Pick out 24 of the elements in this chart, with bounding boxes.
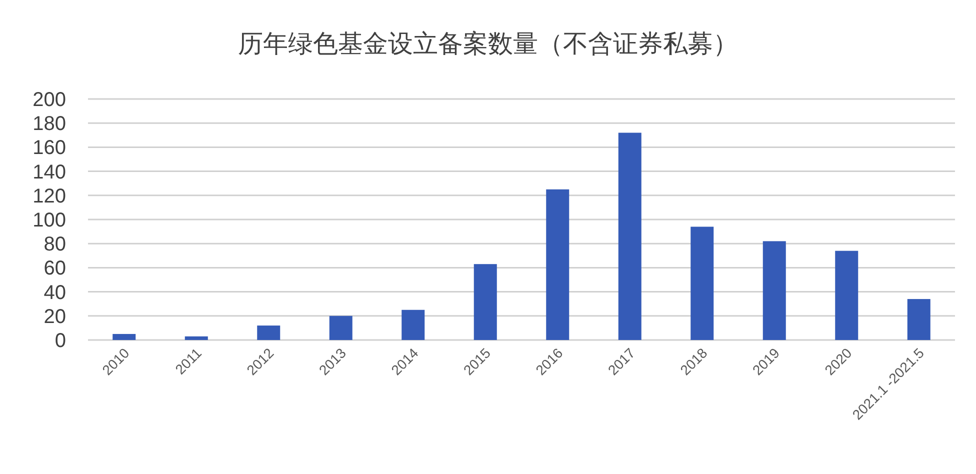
bar — [257, 326, 280, 340]
bar — [329, 316, 352, 340]
bar — [618, 132, 642, 340]
y-tick-label: 120 — [32, 185, 66, 208]
y-tick-label: 40 — [44, 282, 66, 304]
y-tick-label: 200 — [32, 89, 66, 111]
bar — [112, 334, 136, 340]
y-tick-label: 180 — [32, 113, 66, 136]
y-tick-label: 80 — [44, 234, 66, 256]
bar — [474, 264, 497, 340]
y-tick-label: 0 — [54, 330, 66, 352]
chart-title: 历年绿色基金设立备案数量（不含证券私募） — [238, 30, 738, 58]
y-tick-label: 160 — [32, 137, 66, 160]
y-tick-label: 140 — [32, 161, 66, 184]
bar — [907, 299, 930, 340]
y-tick-label: 100 — [32, 210, 66, 232]
bar — [690, 226, 714, 340]
bar — [184, 336, 208, 340]
bar — [762, 241, 786, 340]
y-tick-label: 20 — [44, 306, 66, 328]
bar — [546, 189, 570, 340]
y-tick-label: 60 — [44, 258, 66, 280]
bar — [835, 250, 858, 340]
bar — [402, 310, 425, 340]
